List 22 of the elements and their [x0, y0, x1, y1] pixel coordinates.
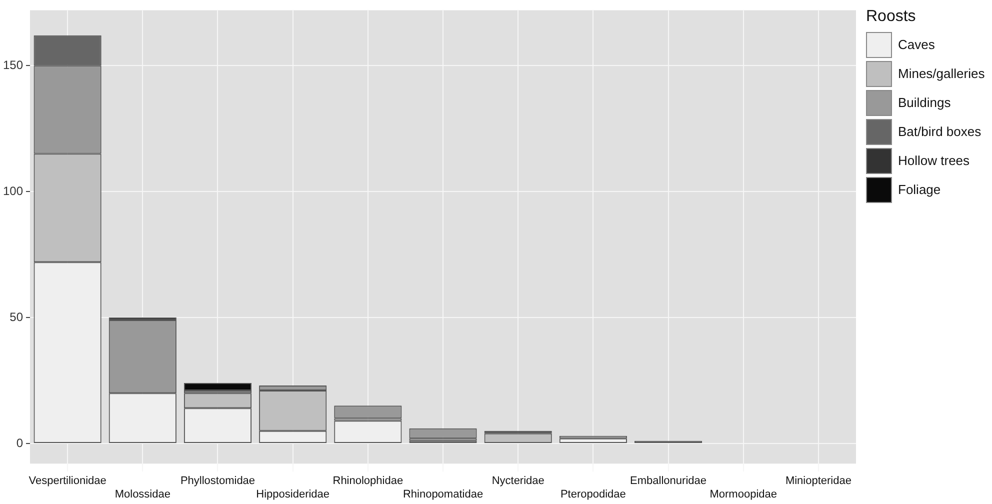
x-tick-label: Phyllostomidae — [180, 475, 256, 488]
text: Caves — [898, 37, 935, 52]
y-tick-label: 50 — [10, 310, 24, 324]
x-tick-label: Mormoopidae — [710, 488, 777, 500]
legend-label: Hollow trees — [898, 153, 970, 168]
legend-title: Roosts — [866, 8, 917, 26]
x-tick-label: Pteropodidae — [560, 488, 626, 500]
x-tick-label: Rhinopomatidae — [402, 488, 484, 500]
legend-label: Mines/galleries — [898, 66, 985, 81]
x-tick-label: Miniopteridae — [785, 475, 852, 488]
x-tick-label: Rhinolophidae — [332, 475, 404, 488]
y-tick-label: 150 — [2, 58, 24, 72]
legend-label: Foliage — [898, 182, 941, 197]
y-tick-label: 0 — [16, 436, 24, 450]
legend-label: Bat/bird boxes — [898, 124, 982, 139]
legend-label: Buildings — [898, 95, 951, 110]
x-tick-label: Hipposideridae — [256, 488, 330, 500]
y-tick-label: 100 — [2, 184, 24, 198]
x-tick-label: Emballonuridae — [630, 475, 706, 488]
x-tick-label: Vespertilionidae — [28, 475, 106, 488]
x-tick-label: Molossidae — [114, 488, 170, 500]
x-tick-label: Nycteridae — [492, 475, 544, 488]
